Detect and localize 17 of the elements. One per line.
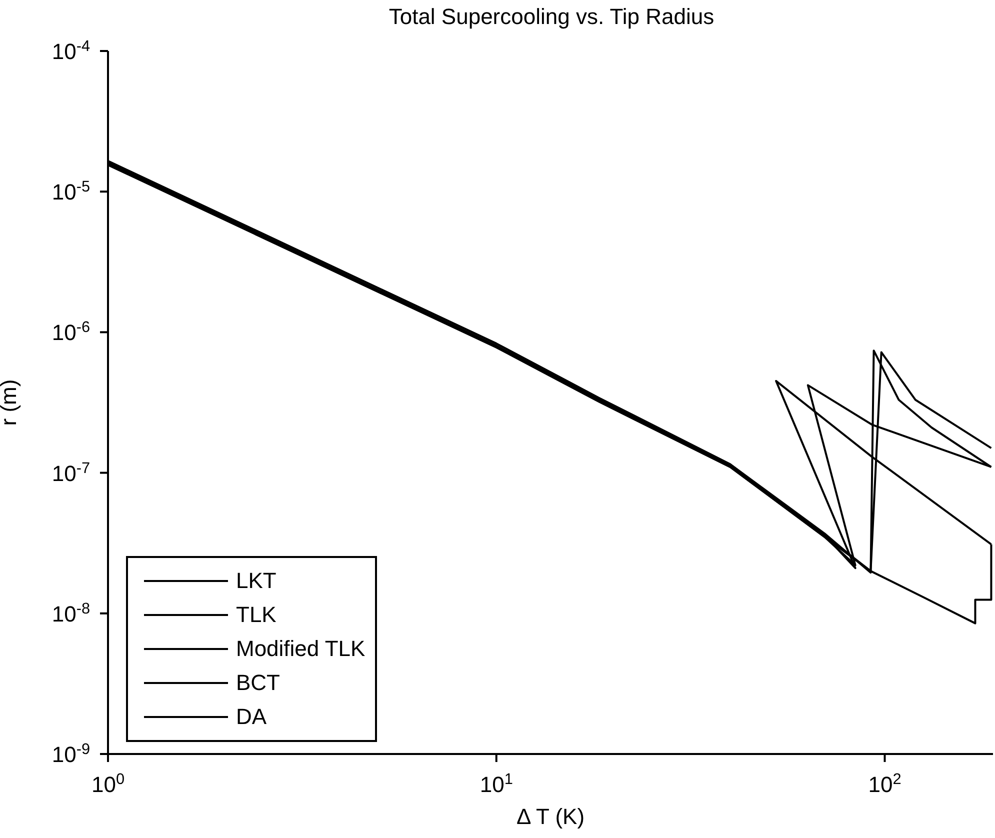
y-tick-label: 10$^{-8}$ bbox=[52, 600, 90, 626]
legend-label: TLK bbox=[236, 602, 276, 628]
legend-label: BCT bbox=[236, 670, 280, 696]
y-tick-label: 10$^{-5}$ bbox=[52, 178, 90, 205]
legend-label: LKT bbox=[236, 568, 276, 594]
x-tick-label: 10$^{2}$ bbox=[868, 770, 902, 797]
chart-title: Total Supercooling vs. Tip Radius bbox=[388, 4, 716, 30]
x-axis-title: Δ T (K) bbox=[516, 804, 585, 829]
x-tick-label: 10$^{1}$ bbox=[480, 770, 513, 797]
y-tick-label: 10$^{-7}$ bbox=[52, 459, 90, 486]
y-tick-label: 10$^{-9}$ bbox=[52, 740, 90, 767]
y-tick-label: 10$^{-6}$ bbox=[52, 318, 90, 346]
x-tick-label: 10$^{0}$ bbox=[91, 770, 125, 797]
y-tick-label: 10$^{-4}$ bbox=[52, 38, 90, 64]
legend-label: Modified TLK bbox=[236, 636, 366, 662]
legend-label: DA bbox=[236, 704, 267, 730]
y-axis-title: r (m) bbox=[0, 379, 21, 426]
